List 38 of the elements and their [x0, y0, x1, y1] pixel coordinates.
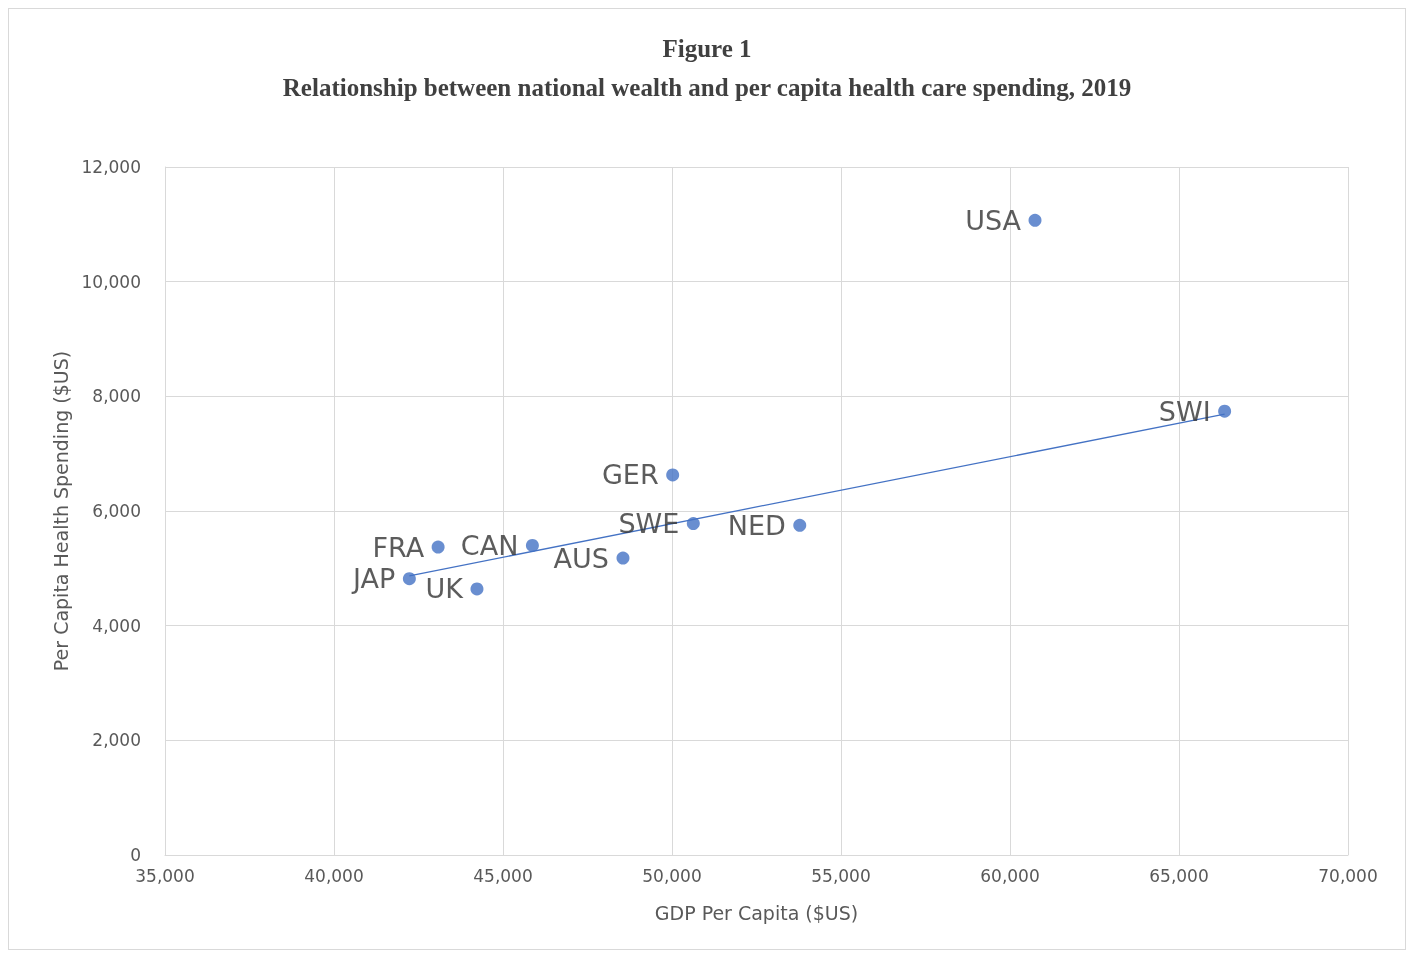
- point: [793, 518, 807, 532]
- annotation: AUS: [553, 542, 609, 574]
- x-tick-label: 40,000: [304, 865, 364, 886]
- annotation: JAP: [351, 563, 396, 595]
- annotation: USA: [965, 204, 1022, 236]
- y-tick-label: 0: [130, 845, 141, 865]
- y-tick-label: 2,000: [92, 730, 141, 751]
- x-tick-label: 45,000: [473, 865, 533, 886]
- y-tick-label: 6,000: [92, 501, 141, 521]
- point: [431, 540, 445, 554]
- annotation: CAN: [460, 529, 519, 561]
- x-tick-label: 60,000: [980, 865, 1040, 886]
- point: [525, 538, 539, 552]
- annotation: UK: [425, 573, 465, 605]
- chart-subtitle: Relationship between national wealth and per capita health care spending, 2019: [282, 74, 1132, 101]
- point: [1218, 404, 1232, 418]
- point: [402, 572, 416, 586]
- x-tick-label: 70,000: [1318, 865, 1378, 886]
- y-tick-label: 10,000: [81, 271, 141, 292]
- chart-title: Figure 1: [662, 35, 752, 62]
- annotation: GER: [601, 459, 659, 491]
- point: [686, 517, 700, 531]
- x-axis-title: GDP Per Capita ($US): [654, 901, 859, 924]
- x-tick-label: 65,000: [1149, 865, 1209, 886]
- x-tick-label: 50,000: [642, 865, 702, 886]
- annotation: NED: [727, 509, 786, 541]
- annotation: SWI: [1158, 395, 1211, 427]
- y-axis-title: Per Capita Health Spending ($US): [50, 350, 73, 672]
- point: [1028, 213, 1042, 227]
- point: [666, 468, 680, 482]
- y-tick-label: 4,000: [92, 615, 141, 636]
- x-tick-label: 35,000: [135, 865, 195, 886]
- x-tick-label: 55,000: [811, 865, 871, 886]
- point: [616, 551, 630, 565]
- y-tick-label: 8,000: [92, 386, 141, 407]
- y-tick-label: 12,000: [81, 157, 141, 177]
- point: [470, 582, 484, 596]
- annotation: FRA: [372, 531, 425, 563]
